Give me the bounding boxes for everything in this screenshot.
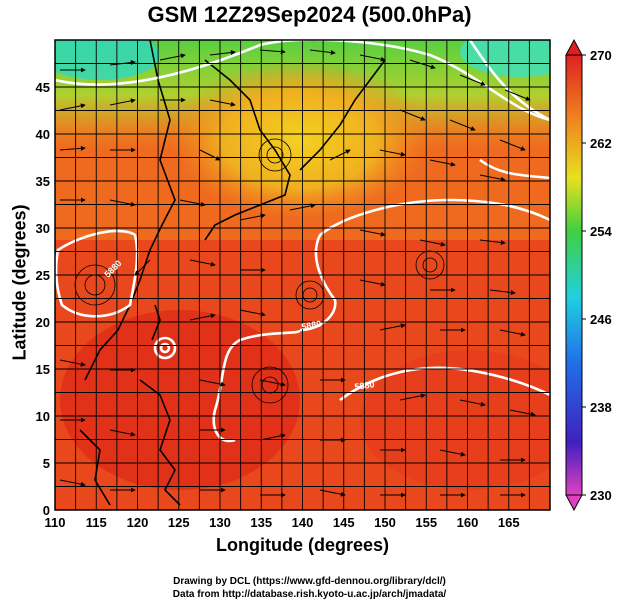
y-tick-label: 35: [36, 174, 50, 189]
cool-region-northeast: [460, 40, 550, 77]
x-tick-label: 165: [498, 515, 520, 530]
coastline-japan-north: [299, 59, 386, 171]
credit-drawing: Drawing by DCL (https://www.gfd-dennou.o…: [173, 576, 446, 587]
y-tick-label: 15: [36, 362, 50, 377]
x-tick-label: 125: [168, 515, 190, 530]
coastline-indochina: [79, 429, 111, 506]
x-tick-label: 115: [86, 515, 107, 530]
contour-subtropical-ridge: [319, 198, 550, 237]
tropical-warm-region: [60, 310, 300, 490]
contour-south-tail: [212, 409, 236, 443]
x-tick-label: 140: [292, 515, 314, 530]
contour-northeast: [468, 40, 550, 122]
y-tick-label: 30: [36, 221, 50, 236]
colorbar-top-arrow: [565, 38, 583, 56]
x-axis-ticks: 110 115 120 125 130 135 140 145 150 155 160 165: [45, 515, 520, 530]
contour-lines: [55, 40, 550, 443]
y-axis-ticks: 0 5 10 15 20 25 30 35 40 45: [36, 80, 50, 518]
contour-typhoon-inner: [159, 342, 171, 354]
x-tick-label: 155: [415, 515, 437, 530]
colorbar-tick-label: 254: [590, 224, 612, 239]
colorbar-tick-label: 262: [590, 136, 612, 151]
contour-high-west: [55, 229, 139, 318]
map-title: GSM 12Z29Sep2024 (500.0hPa): [147, 2, 472, 27]
x-tick-label: 120: [127, 515, 149, 530]
contour-typhoon: [153, 336, 177, 360]
contour-south-east: [339, 366, 550, 402]
y-tick-label: 20: [36, 315, 50, 330]
map-field: [55, 40, 550, 510]
warm-yellow-region: [170, 60, 430, 220]
contour-label: 5880: [354, 379, 375, 392]
tropical-warm-region-east: [360, 350, 550, 490]
contour-label: 5880: [301, 319, 322, 332]
coastlines: [79, 40, 386, 506]
colorbar-tick-label: 238: [590, 400, 612, 415]
coastline-taiwan: [151, 304, 161, 341]
contour-ridge-west: [299, 234, 337, 332]
x-tick-label: 130: [209, 515, 231, 530]
plot-frame: [54, 39, 551, 511]
grid-lines: [55, 40, 550, 510]
colorbar: 270 262 254 246 238 230: [565, 38, 612, 512]
contour-east: [479, 158, 550, 180]
y-axis-label: Latitude (degrees): [9, 204, 30, 361]
x-tick-label: 150: [374, 515, 396, 530]
y-tick-label: 0: [43, 503, 50, 518]
y-tick-label: 25: [36, 268, 50, 283]
colorbar-tick-label: 270: [590, 48, 612, 63]
colorbar-tick-label: 230: [590, 488, 612, 503]
cool-region-northwest: [55, 40, 160, 80]
y-tick-label: 5: [43, 456, 50, 471]
coastline-korea-japan: [204, 59, 291, 241]
colorbar-scale: [565, 54, 583, 496]
x-axis-label: Longitude (degrees): [215, 535, 389, 555]
coastline-philippines: [139, 379, 181, 506]
y-tick-label: 40: [36, 127, 50, 142]
x-tick-label: 145: [333, 515, 355, 530]
colorbar-bottom-arrow: [565, 494, 583, 512]
contour-north: [55, 40, 550, 122]
x-tick-label: 135: [250, 515, 272, 530]
y-tick-label: 10: [36, 409, 50, 424]
x-tick-label: 160: [457, 515, 479, 530]
vortices: [74, 138, 445, 404]
credit-data: Data from http://database.rish.kyoto-u.a…: [172, 589, 447, 600]
x-tick-label: 110: [45, 515, 66, 530]
coastline-china: [84, 40, 176, 381]
colorbar-tick-label: 246: [590, 312, 612, 327]
y-tick-label: 45: [36, 80, 50, 95]
